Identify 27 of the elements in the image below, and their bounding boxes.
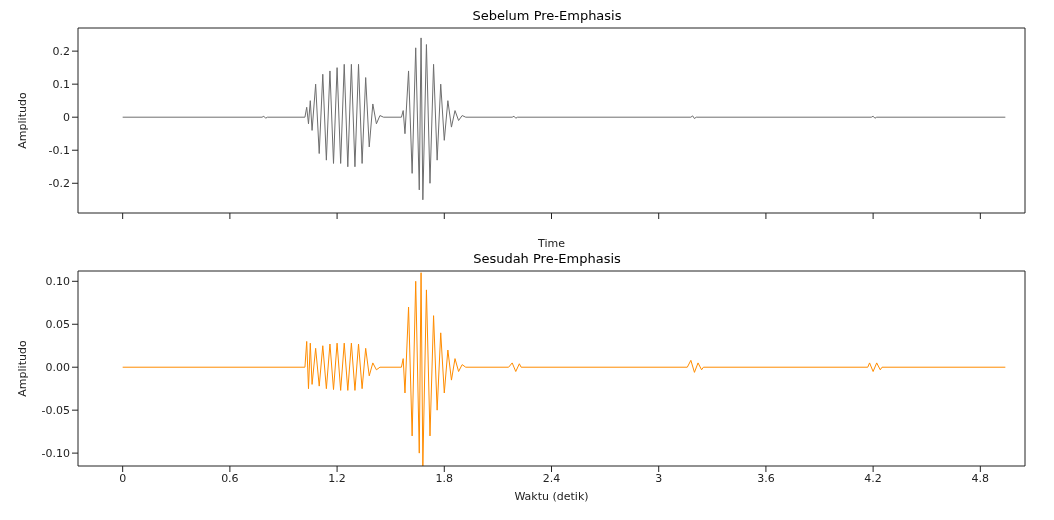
y-tick-label: -0.10: [41, 447, 70, 461]
x-tick-label: 4.8: [971, 471, 990, 485]
x-tick-label: 4.2: [864, 471, 882, 485]
x-tick-label: 0.6: [221, 471, 239, 485]
x-tick-label: 1.8: [435, 471, 454, 485]
x-tick-label: 1.2: [328, 471, 346, 485]
line-series: [122, 272, 1006, 466]
x-axis-title: Waktu (detik): [514, 490, 589, 503]
x-tick-label: 3.6: [757, 471, 775, 485]
y-tick-label: 0.2: [52, 45, 70, 59]
chart-title: Sebelum Pre-Emphasis: [471, 8, 623, 23]
x-axis-title: Time: [537, 237, 566, 250]
y-axis-title: Amplitudo: [15, 340, 29, 397]
y-tick-label: -0.05: [41, 404, 70, 418]
x-tick-label: 0: [119, 471, 127, 485]
chart-title: Sesudah Pre-Emphasis: [472, 251, 622, 266]
y-tick-label: 0.00: [45, 361, 70, 375]
y-axis-title: Amplitudo: [15, 92, 29, 149]
line-series: [122, 37, 1006, 201]
y-tick-label: 0.10: [45, 275, 70, 289]
y-tick-label: 0: [63, 111, 70, 125]
y-tick-label: 0.05: [45, 318, 70, 332]
y-tick-label: -0.2: [48, 177, 70, 191]
y-tick-label: 0.1: [52, 78, 70, 92]
x-tick-label: 3: [655, 471, 663, 485]
x-tick-label: 2.4: [542, 471, 561, 485]
y-tick-label: -0.1: [48, 144, 70, 158]
